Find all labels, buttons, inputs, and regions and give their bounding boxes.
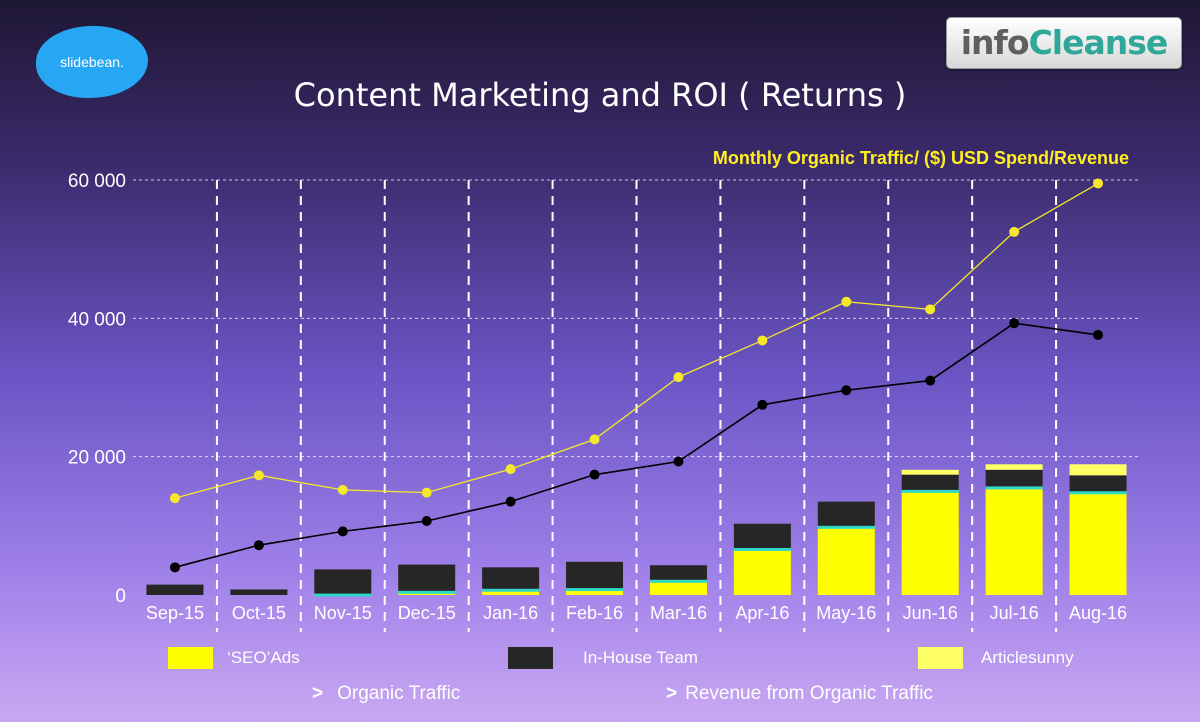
bar-cap — [1069, 489, 1127, 495]
legend-label-articlesunny: Articlesunny — [981, 648, 1074, 667]
legend-swatch-in-house-team — [508, 647, 553, 669]
point-revenue — [169, 562, 180, 573]
x-tick-label: Jan-16 — [483, 603, 538, 623]
bar-in-house-team — [985, 469, 1043, 487]
bar-cap — [817, 523, 875, 529]
slidebean-logo-text: slidebean. — [60, 54, 124, 70]
point-revenue — [673, 456, 684, 467]
x-tick-label: Mar-16 — [650, 603, 707, 623]
bar-articlesunny — [985, 464, 1043, 470]
point-organic-traffic — [505, 464, 516, 475]
bar-seo-ads — [817, 525, 875, 595]
point-revenue — [589, 469, 600, 480]
legend-label-organic-traffic: Organic Traffic — [337, 683, 461, 704]
point-organic-traffic — [1093, 178, 1104, 189]
x-tick-label: Aug-16 — [1069, 603, 1127, 623]
point-revenue — [925, 375, 936, 386]
infocleanse-logo-info: info — [960, 23, 1030, 62]
chart-title: Content Marketing and ROI ( Returns ) — [293, 76, 907, 114]
bar-seo-ads — [649, 579, 707, 595]
x-tick-label: Dec-15 — [398, 603, 456, 623]
point-revenue — [757, 399, 768, 410]
legend-label-revenue: Revenue from Organic Traffic — [685, 683, 933, 704]
bar-in-house-team — [1069, 475, 1127, 492]
x-tick-label: Jul-16 — [990, 603, 1039, 623]
legend-item-seo-ads: ‘SEO’Ads — [168, 647, 300, 669]
legend-item-organic-traffic: > Organic Traffic — [312, 683, 460, 705]
bar-seo-ads — [733, 547, 791, 595]
point-revenue — [1009, 318, 1020, 329]
legend-item-articlesunny: Articlesunny — [918, 647, 1074, 669]
legend-swatch-articlesunny — [918, 647, 963, 669]
point-organic-traffic — [925, 304, 936, 315]
bar-articlesunny — [901, 469, 959, 475]
point-revenue — [505, 496, 516, 507]
bar-seo-ads — [482, 588, 540, 595]
x-tick-label: Apr-16 — [735, 603, 789, 623]
point-revenue — [421, 515, 432, 526]
bar-cap — [566, 586, 624, 592]
bar-cap — [901, 487, 959, 493]
legend-item-in-house-team: In-House Team — [508, 647, 698, 669]
bar-articlesunny — [1069, 464, 1127, 476]
y-tick-label: 60 000 — [68, 171, 126, 192]
x-tick-label: May-16 — [816, 603, 876, 623]
legend-marker-organic-traffic: > — [312, 683, 324, 704]
y-tick-label: 20 000 — [68, 448, 126, 469]
point-organic-traffic — [421, 487, 432, 498]
bar-seo-ads — [985, 486, 1043, 595]
x-tick-label: Feb-16 — [566, 603, 623, 623]
legend-marker-revenue: > — [666, 683, 678, 704]
point-organic-traffic — [253, 470, 264, 481]
line-organic-traffic — [174, 182, 1099, 499]
bar-in-house-team — [146, 584, 204, 595]
bar-in-house-team — [901, 474, 959, 490]
bar-in-house-team — [566, 561, 624, 589]
point-organic-traffic — [1009, 226, 1020, 237]
chart-subtitle: Monthly Organic Traffic/ ($) USD Spend/R… — [712, 148, 1129, 168]
bar-cap — [649, 577, 707, 583]
bar-in-house-team — [733, 523, 791, 548]
point-organic-traffic — [841, 296, 852, 307]
bar-cap — [398, 588, 456, 594]
bar-in-house-team — [649, 565, 707, 580]
legend-item-revenue: > Revenue from Organic Traffic — [666, 683, 933, 705]
point-organic-traffic — [589, 434, 600, 445]
bar-in-house-team — [230, 589, 288, 595]
bar-in-house-team — [482, 567, 540, 589]
bar-cap — [482, 586, 540, 592]
bar-seo-ads — [1069, 491, 1127, 595]
bar-seo-ads — [566, 588, 624, 595]
x-tick-label: Sep-15 — [146, 603, 204, 623]
bar-cap — [733, 545, 791, 551]
point-organic-traffic — [757, 335, 768, 346]
point-revenue — [337, 526, 348, 537]
point-revenue — [841, 385, 852, 396]
point-organic-traffic — [337, 484, 348, 495]
point-organic-traffic — [673, 372, 684, 383]
bar-cap — [985, 484, 1043, 490]
line-revenue — [174, 322, 1099, 569]
bar-seo-ads — [901, 489, 959, 595]
legend-label-in-house-team: In-House Team — [583, 648, 698, 667]
y-tick-label: 40 000 — [68, 309, 126, 330]
x-tick-label: Jun-16 — [903, 603, 958, 623]
point-revenue — [253, 540, 264, 551]
slidebean-logo: slidebean. — [36, 26, 148, 98]
x-tick-label: Nov-15 — [314, 603, 372, 623]
legend-swatch-seo-ads — [168, 647, 213, 669]
bar-in-house-team — [398, 564, 456, 591]
infocleanse-logo: infoCleanse — [946, 17, 1182, 69]
y-tick-label: 0 — [115, 586, 126, 607]
infocleanse-logo-cleanse: Cleanse — [1028, 23, 1169, 62]
legend-label-seo-ads: ‘SEO’Ads — [227, 648, 300, 667]
point-organic-traffic — [169, 493, 180, 504]
x-tick-label: Oct-15 — [232, 603, 286, 623]
bar-cap — [314, 591, 372, 597]
bar-in-house-team — [817, 501, 875, 526]
bar-in-house-team — [314, 569, 372, 594]
point-revenue — [1093, 329, 1104, 340]
